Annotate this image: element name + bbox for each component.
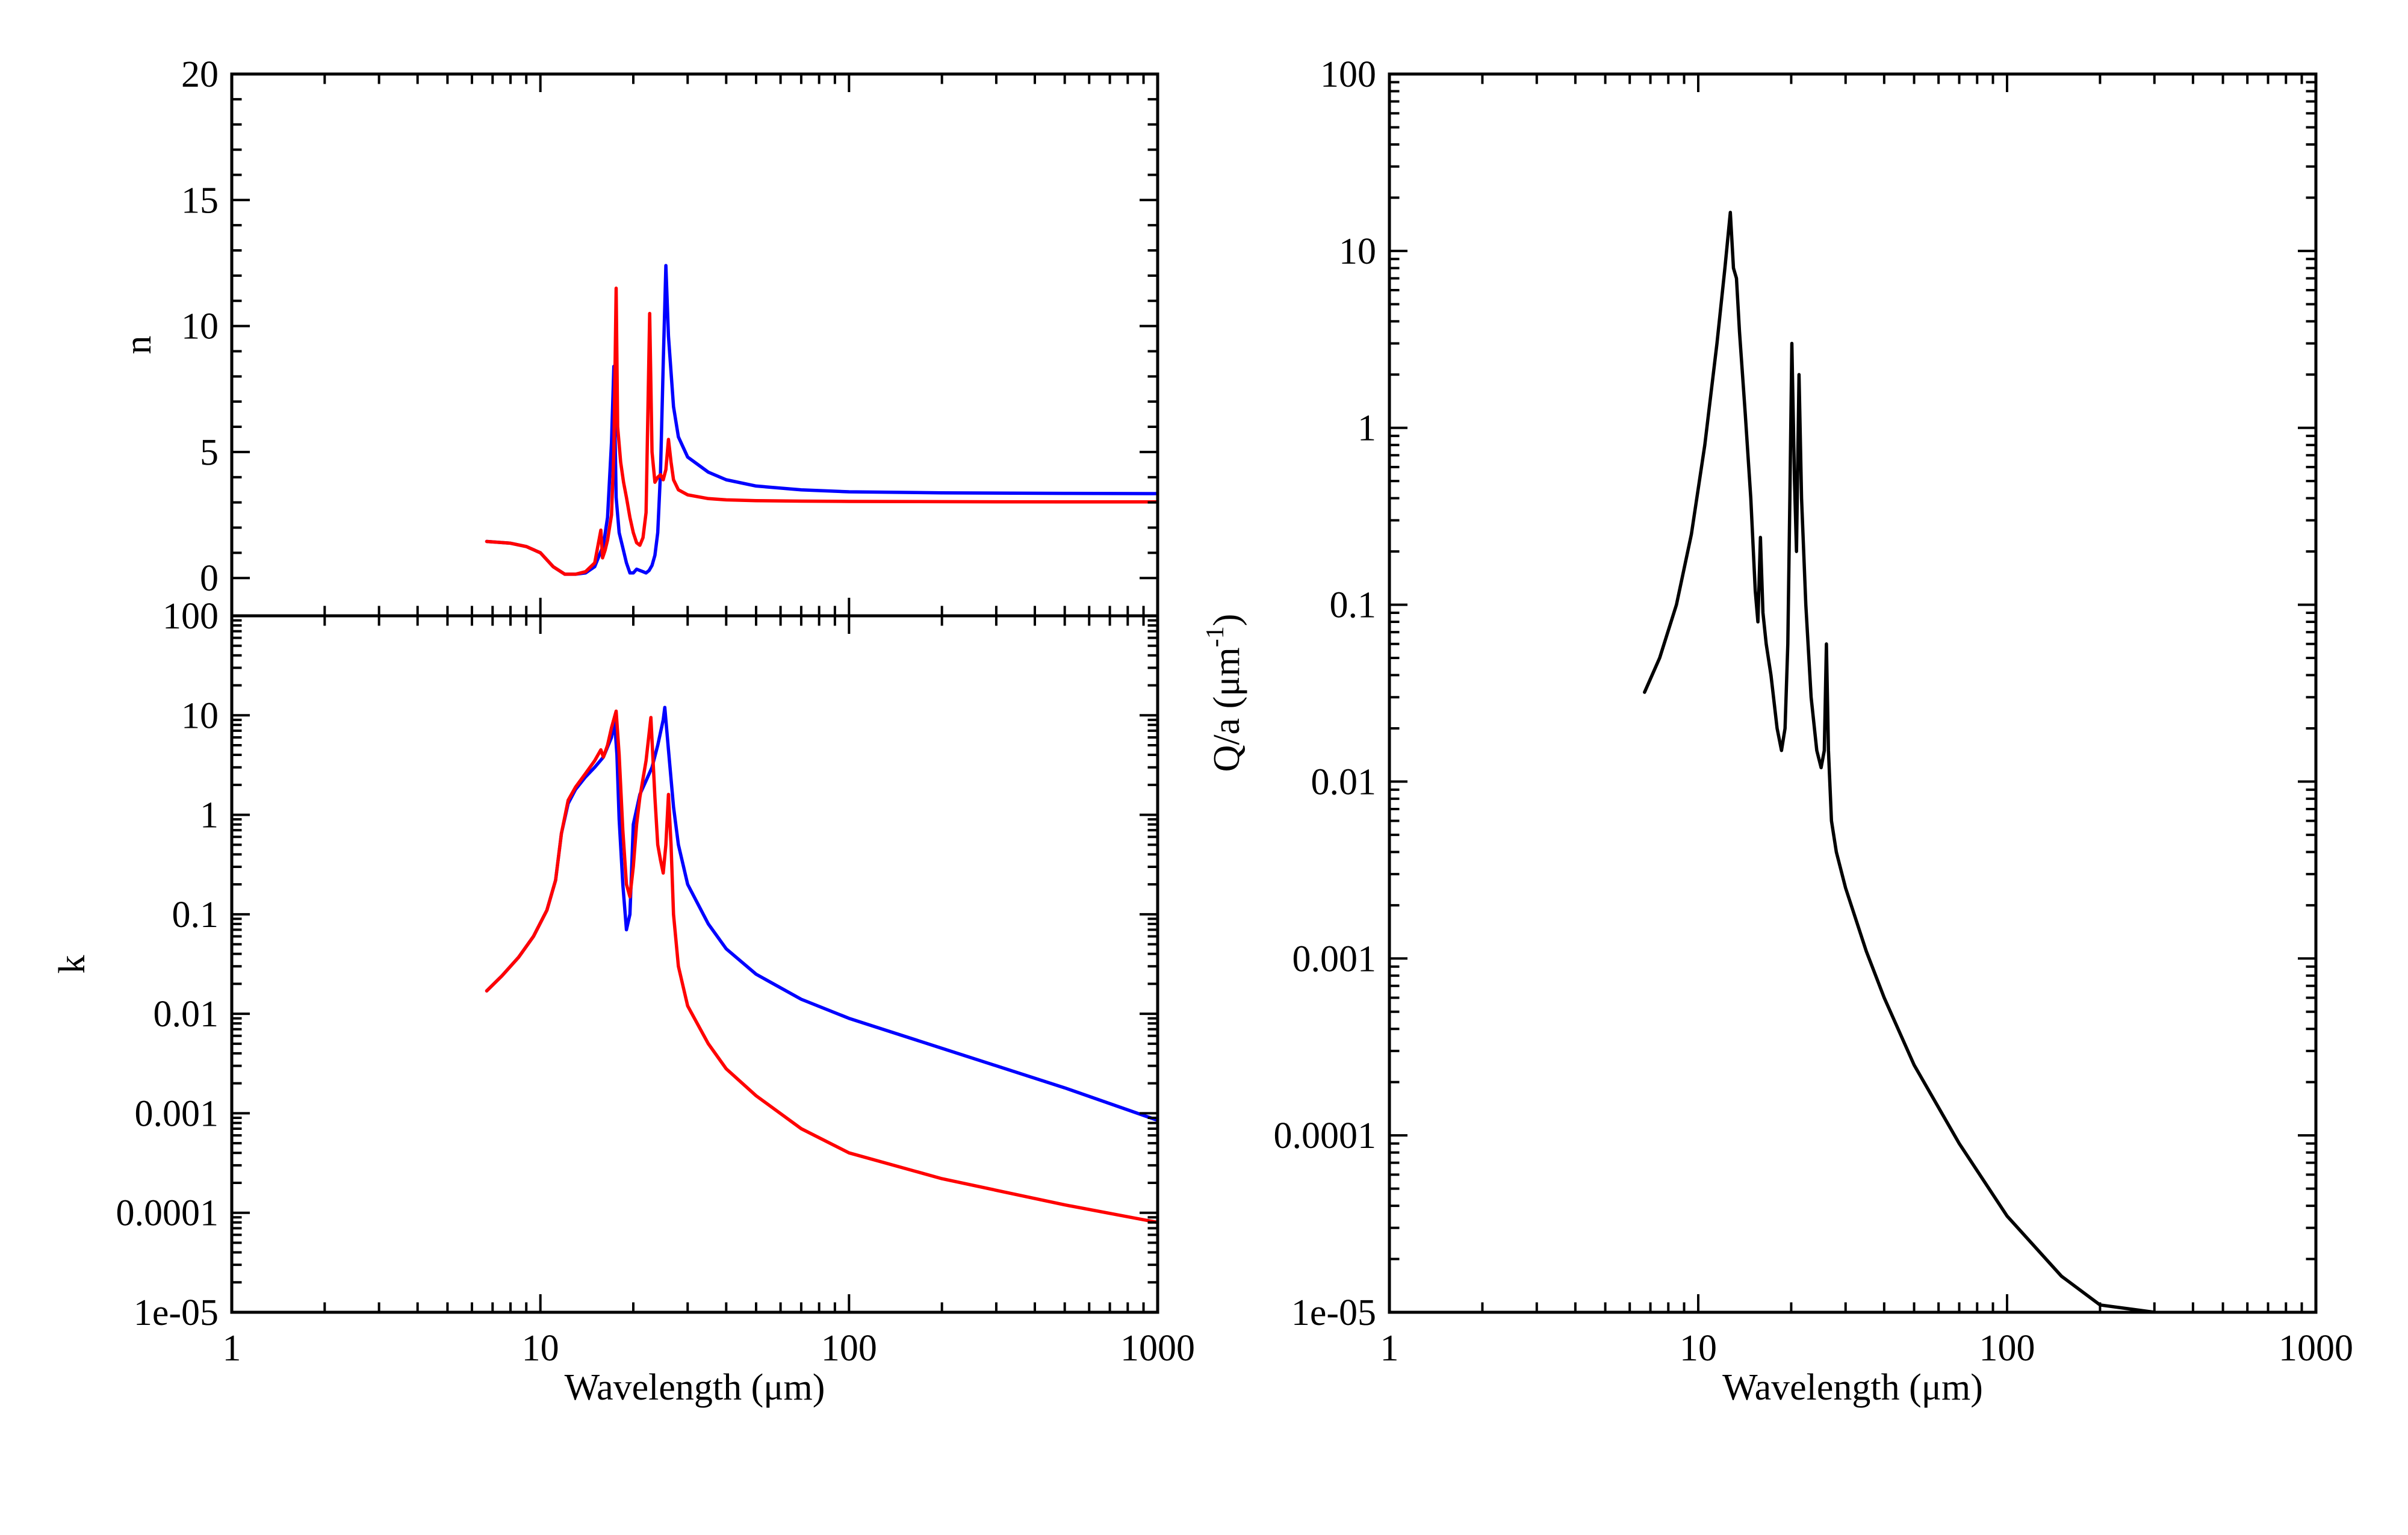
k-panel-x-tick-label: 1 (223, 1328, 241, 1369)
n-panel-series-group (485, 264, 1158, 576)
q-panel-ticks (1388, 74, 2317, 1313)
k-panel-series-red-line (485, 709, 1158, 1224)
k-panel-y-tick-label: 1e-05 (134, 1292, 219, 1333)
k-panel-x-tick-label: 1000 (1120, 1328, 1195, 1369)
n-panel-y-tick-label: 5 (200, 432, 219, 473)
n-panel-y-tick-label: 15 (181, 180, 219, 221)
k-panel-x-tick-label: 10 (522, 1328, 559, 1369)
k-panel-series-group (485, 705, 1158, 1224)
q-panel-y-tick-label: 0.01 (1311, 761, 1377, 802)
q-panel: 1e-05 0.0001 0.001 0.01 0.1 1 10 100 1 10 100 1000 W… (1202, 54, 2353, 1408)
n-panel-series-red-line (485, 287, 1158, 576)
k-panel-x-tick-label: 100 (821, 1328, 877, 1369)
k-panel-y-tick-label: 0.1 (172, 895, 219, 935)
k-panel-frame (230, 614, 1159, 1314)
q-panel-y-tick-label: 0.001 (1292, 938, 1377, 979)
q-panel-y-tick-label: 1 (1358, 408, 1376, 449)
q-panel-x-tick-label: 100 (1979, 1328, 2035, 1369)
q-panel-y-axis-title-end: ) (1206, 614, 1247, 627)
n-panel-y-tick-label: 10 (181, 306, 219, 347)
q-panel-y-tick-label: 0.0001 (1274, 1115, 1377, 1156)
q-panel-x-tick-label: 1000 (2279, 1328, 2353, 1369)
k-panel-y-tick-label: 0.01 (154, 994, 219, 1035)
q-panel-y-axis-title-sup: -1 (1202, 626, 1229, 647)
k-panel-y-tick-label: 1 (200, 795, 219, 836)
n-panel-y-axis-title: n (118, 336, 159, 355)
q-panel-series-group (1643, 211, 2156, 1312)
k-panel-y-tick-label: 0.0001 (116, 1193, 219, 1234)
q-panel-y-tick-label: 0.1 (1330, 585, 1377, 626)
q-panel-y-tick-label: 100 (1320, 54, 1376, 95)
q-panel-y-tick-label: 10 (1339, 231, 1376, 272)
q-panel-y-tick-label: 1e-05 (1291, 1292, 1376, 1333)
q-panel-x-axis-title: Wavelength (μm) (1722, 1367, 1983, 1408)
k-panel-ticks (231, 616, 1159, 1313)
k-panel-x-axis-title: Wavelength (μm) (565, 1367, 825, 1408)
n-panel-y-tick-label: 0 (200, 558, 219, 599)
n-panel-y-tick-label: 20 (181, 54, 219, 95)
q-panel-series-black-line (1643, 211, 2156, 1312)
k-panel-y-tick-label: 10 (181, 695, 219, 736)
k-panel: 1e-05 0.0001 0.001 0.01 0.1 1 10 100 1 10 100 1000 W… (52, 596, 1195, 1408)
n-panel-ticks (231, 73, 1159, 616)
k-panel-y-tick-label: 0.001 (135, 1093, 219, 1134)
q-panel-x-tick-label: 1 (1380, 1328, 1399, 1369)
q-panel-x-tick-label: 10 (1680, 1328, 1717, 1369)
k-panel-y-axis-title: k (52, 955, 93, 974)
q-panel-frame (1388, 72, 2318, 1314)
k-panel-y-tick-label: 100 (163, 596, 219, 637)
